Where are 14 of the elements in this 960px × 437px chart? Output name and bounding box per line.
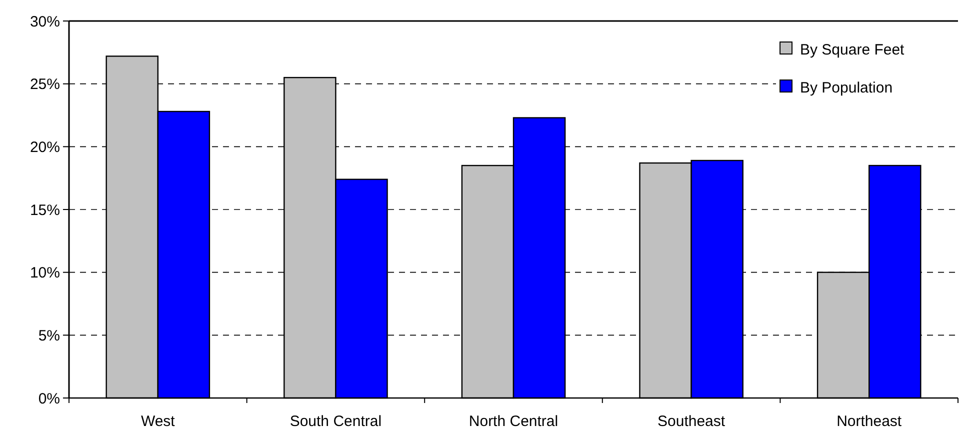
x-tick-label: North Central — [468, 413, 558, 430]
y-tick-label: 25% — [30, 76, 60, 94]
y-tick-label: 0% — [38, 390, 60, 408]
legend-label: By Square Feet — [800, 41, 906, 58]
y-tick-label: 5% — [38, 327, 60, 344]
legend-label: By Population — [800, 79, 893, 96]
y-tick-label: 20% — [30, 138, 60, 156]
x-tick-label: West — [140, 413, 176, 430]
y-tick-label: 15% — [30, 202, 60, 219]
x-tick-label: South Central — [290, 413, 382, 430]
x-tick-label: Southeast — [658, 413, 726, 430]
y-tick-label: 10% — [30, 264, 60, 282]
x-tick-label: Northeast — [836, 413, 902, 430]
y-tick-label: 30% — [30, 13, 60, 30]
